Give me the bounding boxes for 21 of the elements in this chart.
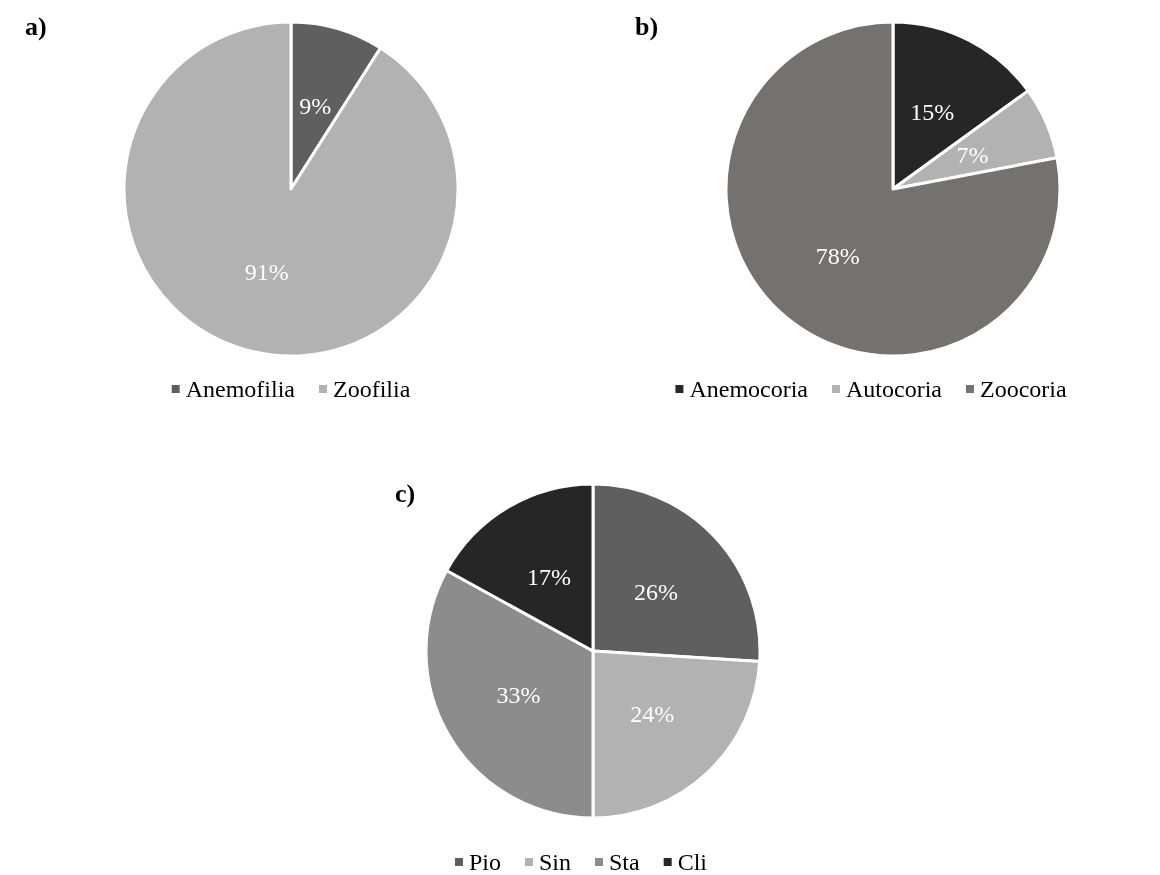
data-label: 15% xyxy=(910,98,955,125)
data-label: 17% xyxy=(526,563,571,590)
legend-label: Zoofilia xyxy=(333,376,411,402)
chart-title: c) xyxy=(395,478,416,508)
legend-label: Pio xyxy=(468,849,501,875)
data-label: 24% xyxy=(630,701,675,728)
legend-label: Autocoria xyxy=(846,376,943,402)
data-label: 78% xyxy=(815,242,860,269)
data-label: 91% xyxy=(244,259,289,286)
legend-label: Anemofilia xyxy=(185,376,296,402)
legend-label: Cli xyxy=(677,849,708,875)
legend-label: Sta xyxy=(609,849,641,875)
legend-label: Sin xyxy=(538,849,572,875)
chart-title: a) xyxy=(25,11,47,41)
data-label: 26% xyxy=(634,578,679,605)
data-label: 7% xyxy=(956,141,989,168)
legend-label: Anemocoria xyxy=(689,376,809,402)
data-label: 9% xyxy=(299,92,332,119)
data-label: 33% xyxy=(496,682,541,709)
chart-title: b) xyxy=(635,11,659,41)
legend-label: Zoocoria xyxy=(979,376,1067,402)
